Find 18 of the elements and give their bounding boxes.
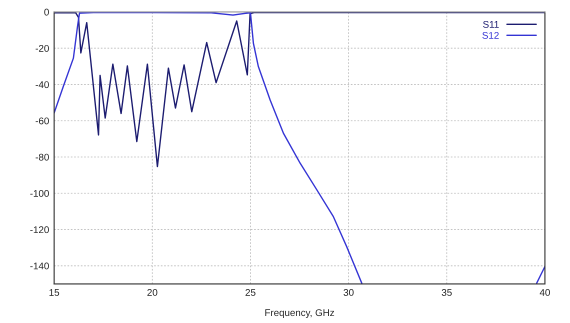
x-tick-label: 25 — [246, 289, 256, 296]
y-tick-label: -40 — [36, 81, 49, 88]
y-tick-label: -60 — [36, 117, 49, 124]
line-series — [54, 12, 545, 168]
x-tick-label: 40 — [540, 289, 550, 296]
legend-label: S11 — [483, 20, 499, 28]
x-tick-label: 20 — [147, 289, 158, 296]
y-tick-label: -120 — [30, 226, 49, 234]
y-tick-label: -20 — [36, 44, 49, 52]
y-tick-label: -80 — [36, 154, 49, 161]
x-tick-label: 35 — [442, 289, 452, 296]
x-tick-label: 15 — [49, 289, 60, 296]
y-tick-label: -140 — [30, 262, 49, 270]
x-tick-label: 30 — [344, 289, 354, 296]
y-tick-label: -100 — [30, 190, 49, 197]
x-axis-title: Frequency, GHz — [265, 309, 334, 318]
legend-label: S12 — [482, 32, 499, 39]
y-tick-label: 0 — [44, 8, 49, 16]
